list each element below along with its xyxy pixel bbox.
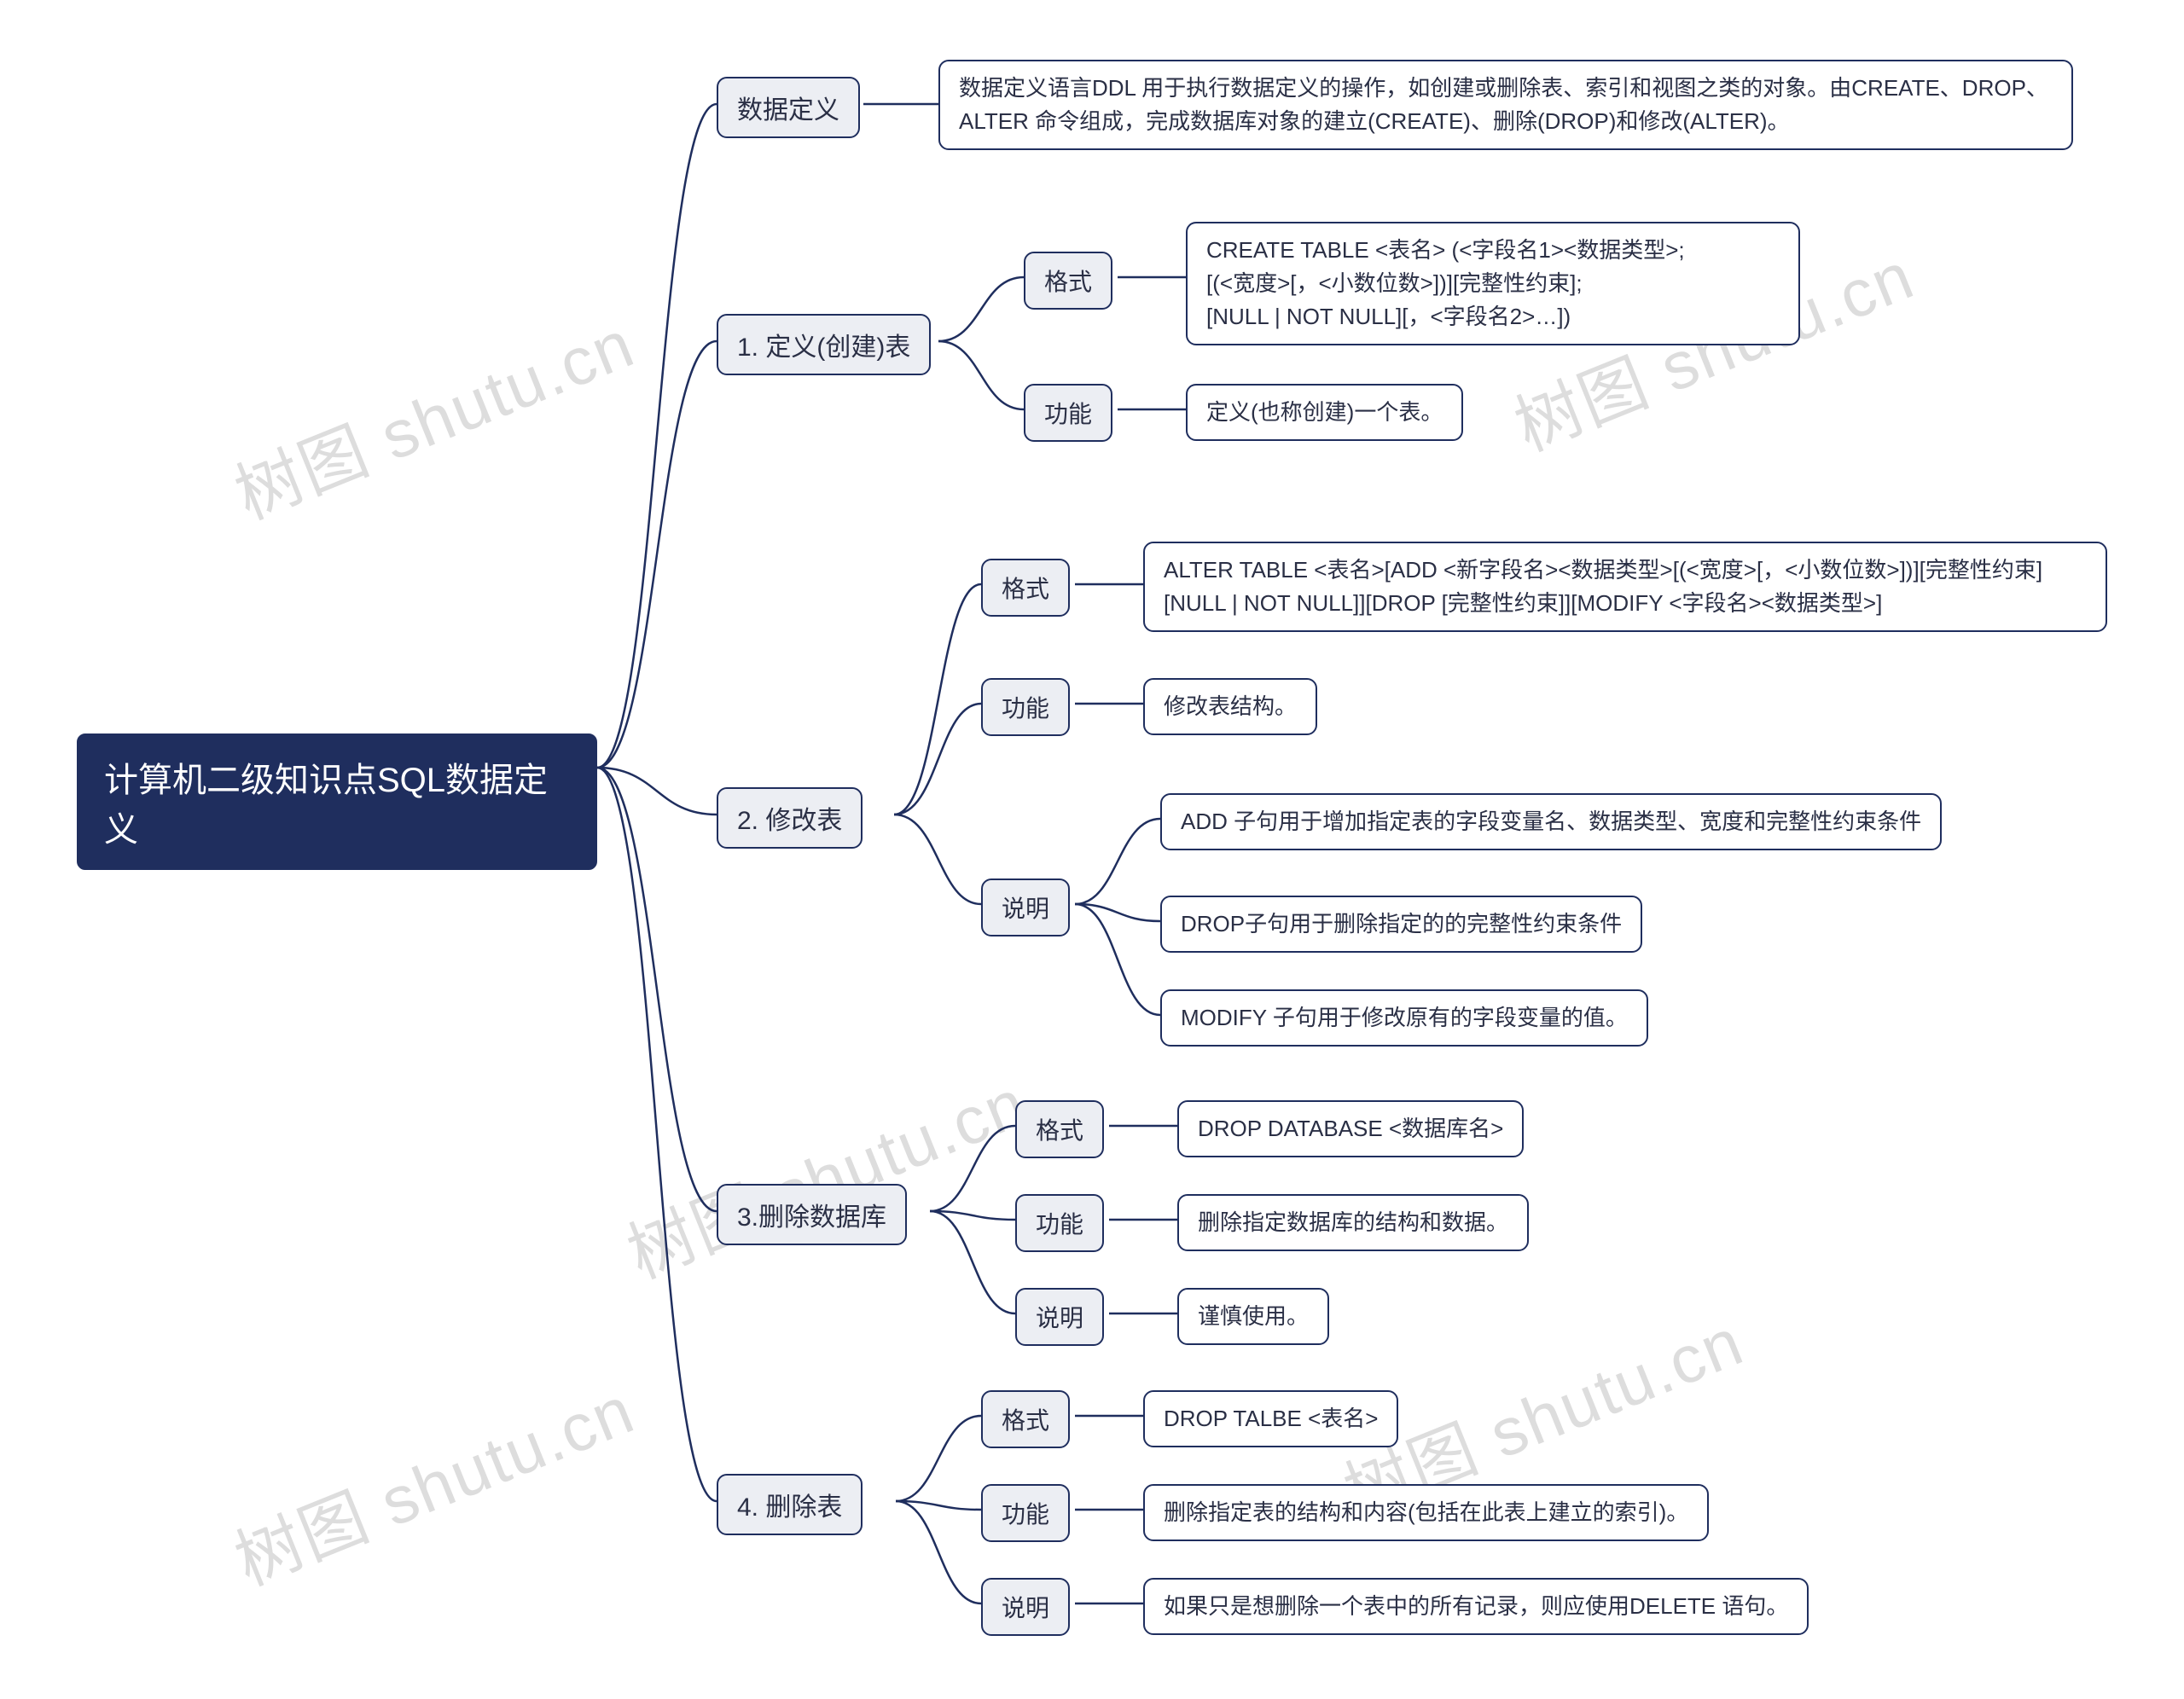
branch-data-definition: 数据定义 (717, 77, 860, 138)
leaf-text: MODIFY 子句用于修改原有的字段变量的值。 (1181, 1001, 1628, 1035)
sub-alter-note: 说明 (981, 878, 1070, 936)
leaf-alter-drop: DROP子句用于删除指定的的完整性约束条件 (1160, 896, 1642, 953)
sub-droptable-format: 格式 (981, 1390, 1070, 1448)
sub-droptable-func: 功能 (981, 1484, 1070, 1542)
leaf-text: CREATE TABLE <表名> (<字段名1><数据类型>; [(<宽度>[… (1206, 234, 1685, 333)
leaf-text: DROP TALBE <表名> (1164, 1402, 1378, 1435)
leaf-text: 谨慎使用。 (1198, 1300, 1309, 1333)
sub-dropdb-format: 格式 (1015, 1100, 1104, 1158)
leaf-text: 删除指定数据库的结构和数据。 (1198, 1206, 1508, 1239)
sub-create-func: 功能 (1024, 384, 1112, 442)
sub-dropdb-note: 说明 (1015, 1288, 1104, 1346)
branch-alter-table: 2. 修改表 (717, 787, 863, 849)
leaf-create-format: CREATE TABLE <表名> (<字段名1><数据类型>; [(<宽度>[… (1186, 222, 1800, 345)
leaf-dropdb-note: 谨慎使用。 (1177, 1288, 1329, 1345)
leaf-text: DROP子句用于删除指定的的完整性约束条件 (1181, 907, 1622, 941)
sub-droptable-note: 说明 (981, 1578, 1070, 1636)
leaf-alter-modify: MODIFY 子句用于修改原有的字段变量的值。 (1160, 989, 1648, 1047)
sub-create-format: 格式 (1024, 252, 1112, 310)
leaf-ddl-desc: 数据定义语言DDL 用于执行数据定义的操作，如创建或删除表、索引和视图之类的对象… (938, 60, 2073, 150)
watermark: 树图 shutu.cn (219, 1357, 646, 1603)
leaf-dropdb-func: 删除指定数据库的结构和数据。 (1177, 1194, 1529, 1251)
leaf-droptable-format: DROP TALBE <表名> (1143, 1390, 1398, 1447)
leaf-text: 定义(也称创建)一个表。 (1206, 396, 1443, 429)
branch-drop-table: 4. 删除表 (717, 1474, 863, 1535)
leaf-alter-add: ADD 子句用于增加指定表的字段变量名、数据类型、宽度和完整性约束条件 (1160, 793, 1942, 850)
branch-drop-db: 3.删除数据库 (717, 1184, 907, 1245)
sub-alter-format: 格式 (981, 559, 1070, 617)
watermark: 树图 shutu.cn (612, 1050, 1038, 1296)
sub-alter-func: 功能 (981, 678, 1070, 736)
sub-dropdb-func: 功能 (1015, 1194, 1104, 1252)
leaf-text: 数据定义语言DDL 用于执行数据定义的操作，如创建或删除表、索引和视图之类的对象… (959, 72, 2053, 138)
watermark: 树图 shutu.cn (219, 291, 646, 537)
leaf-alter-format: ALTER TABLE <表名>[ADD <新字段名><数据类型>[(<宽度>[… (1143, 542, 2107, 632)
leaf-text: 修改表结构。 (1164, 690, 1297, 723)
leaf-droptable-note: 如果只是想删除一个表中的所有记录，则应使用DELETE 语句。 (1143, 1578, 1809, 1635)
leaf-alter-func: 修改表结构。 (1143, 678, 1317, 735)
leaf-droptable-func: 删除指定表的结构和内容(包括在此表上建立的索引)。 (1143, 1484, 1709, 1541)
root-node: 计算机二级知识点SQL数据定义 (77, 734, 597, 870)
branch-create-table: 1. 定义(创建)表 (717, 314, 931, 375)
leaf-create-func: 定义(也称创建)一个表。 (1186, 384, 1463, 441)
leaf-text: 删除指定表的结构和内容(包括在此表上建立的索引)。 (1164, 1496, 1688, 1529)
leaf-dropdb-format: DROP DATABASE <数据库名> (1177, 1100, 1524, 1157)
leaf-text: ADD 子句用于增加指定表的字段变量名、数据类型、宽度和完整性约束条件 (1181, 805, 1921, 838)
leaf-text: ALTER TABLE <表名>[ADD <新字段名><数据类型>[(<宽度>[… (1164, 554, 2087, 620)
leaf-text: DROP DATABASE <数据库名> (1198, 1112, 1503, 1145)
leaf-text: 如果只是想删除一个表中的所有记录，则应使用DELETE 语句。 (1164, 1590, 1788, 1623)
